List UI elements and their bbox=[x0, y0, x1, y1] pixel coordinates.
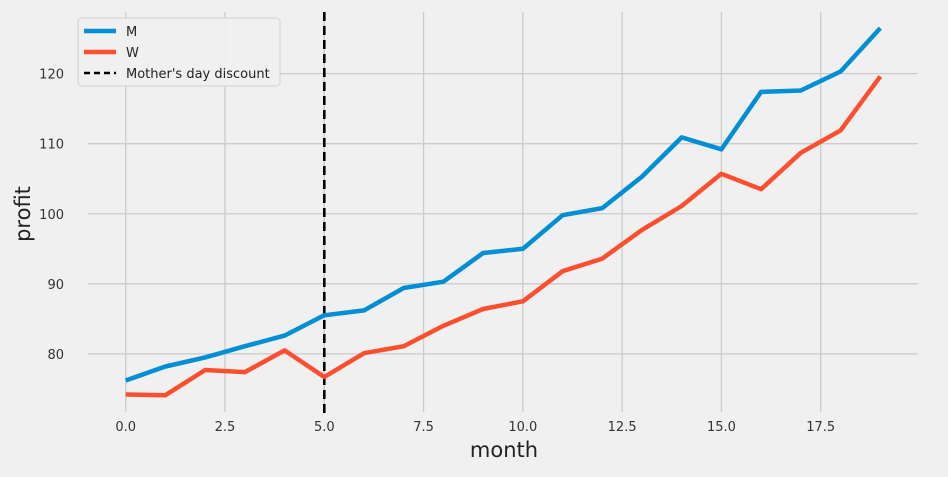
y-tick-label: 110 bbox=[39, 138, 64, 153]
x-tick-label: 0.0 bbox=[115, 420, 136, 435]
x-tick-label: 17.5 bbox=[806, 420, 835, 435]
tick-labels: 0.0 2.5 5.0 7.5 10.0 12.5 15.0 17.5 80 90 100 110 12… bbox=[39, 68, 835, 435]
legend-label: M bbox=[126, 25, 137, 40]
x-tick-label: 12.5 bbox=[608, 420, 637, 435]
x-tick-label: 7.5 bbox=[413, 420, 434, 435]
y-tick-label: 80 bbox=[47, 348, 64, 363]
x-tick-label: 15.0 bbox=[707, 420, 736, 435]
x-tick-label: 5.0 bbox=[314, 420, 335, 435]
y-tick-label: 100 bbox=[39, 208, 64, 223]
y-axis-title: profit bbox=[11, 186, 35, 242]
y-tick-label: 90 bbox=[47, 278, 64, 293]
x-tick-label: 10.0 bbox=[508, 420, 537, 435]
legend-label: Mother's day discount bbox=[126, 67, 270, 82]
y-tick-label: 120 bbox=[39, 68, 64, 83]
x-tick-label: 2.5 bbox=[215, 420, 236, 435]
legend: MW Mother's day discount bbox=[78, 18, 280, 86]
legend-label: W bbox=[126, 46, 139, 61]
x-axis-title: month bbox=[470, 438, 538, 462]
